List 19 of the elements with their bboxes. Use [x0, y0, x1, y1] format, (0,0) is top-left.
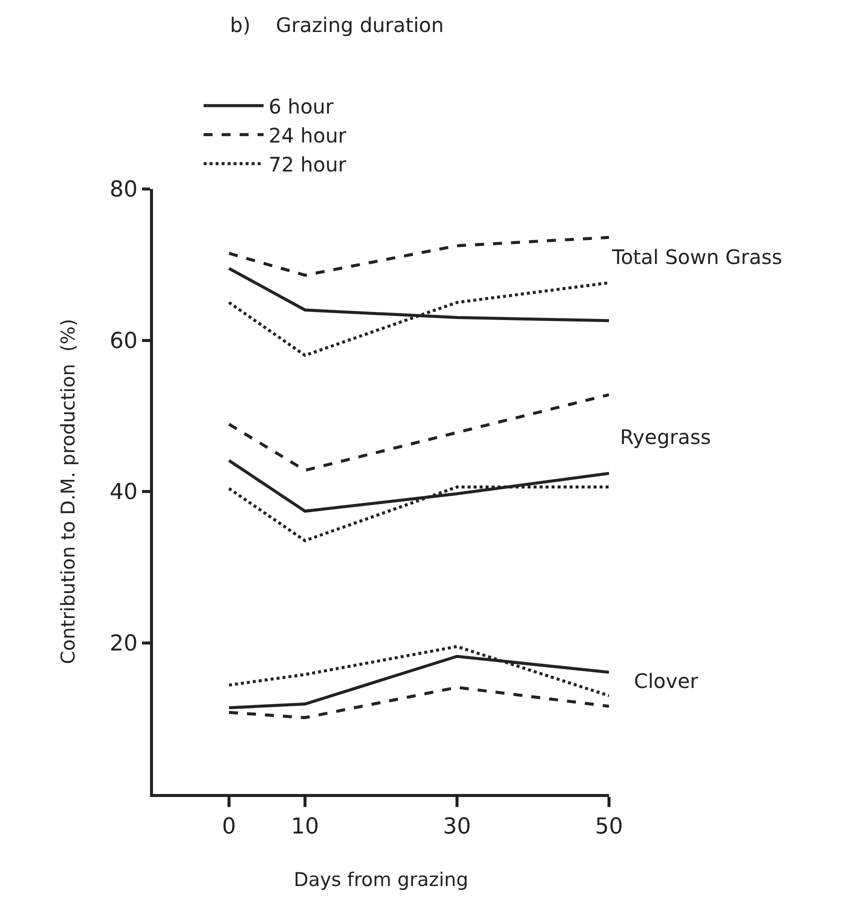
x-tick-label: 30: [443, 814, 471, 840]
text: Clover: [634, 669, 699, 693]
y-tick-label: 60: [110, 328, 138, 354]
y-tick-label: 20: [110, 631, 138, 656]
legend-label: 24 hour: [268, 123, 347, 148]
x-tick-label: 50: [595, 814, 623, 840]
y-tick-label: 40: [110, 480, 138, 506]
legend-label: 72 hour: [268, 152, 347, 176]
text: Total Sown Grass: [611, 245, 782, 269]
legend-label: 6 hour: [268, 94, 334, 118]
line-series: [228, 236, 609, 277]
y-tick-label: 80: [110, 178, 138, 203]
chart-title: b) Grazing duration: [230, 13, 444, 37]
x-tick-label: 10: [291, 814, 319, 840]
text: Ryegrass: [620, 425, 711, 449]
y-axis-title: Contribution to D.M. production (%): [57, 318, 80, 664]
x-tick-label: 0: [222, 814, 236, 840]
x-axis-title: Days from grazing: [294, 869, 468, 892]
line-series: [228, 393, 609, 472]
